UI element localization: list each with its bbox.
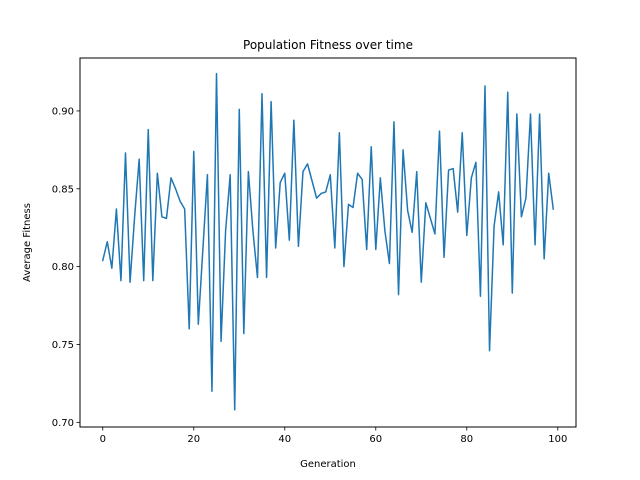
x-tick-label: 40 bbox=[278, 434, 291, 445]
y-axis-label: Average Fitness bbox=[22, 203, 33, 282]
y-tick-label: 0.90 bbox=[52, 106, 74, 117]
y-tick-label: 0.85 bbox=[52, 184, 74, 195]
y-axis: 0.70 0.75 0.80 0.85 0.90 bbox=[52, 106, 80, 429]
plot-area bbox=[101, 72, 555, 411]
x-tick-label: 60 bbox=[369, 434, 382, 445]
chart-title: Population Fitness over time bbox=[243, 38, 413, 52]
x-axis-label: Generation bbox=[300, 459, 356, 470]
fitness-series-line bbox=[101, 72, 555, 411]
x-tick-label: 0 bbox=[100, 434, 106, 445]
y-tick-label: 0.70 bbox=[52, 418, 74, 429]
x-tick-label: 20 bbox=[187, 434, 200, 445]
axes-frame bbox=[79, 57, 577, 428]
x-axis: 0 20 40 60 80 100 bbox=[100, 427, 567, 445]
y-tick-label: 0.80 bbox=[52, 262, 74, 273]
y-tick-label: 0.75 bbox=[52, 340, 74, 351]
x-tick-label: 100 bbox=[548, 434, 567, 445]
x-tick-label: 80 bbox=[460, 434, 473, 445]
